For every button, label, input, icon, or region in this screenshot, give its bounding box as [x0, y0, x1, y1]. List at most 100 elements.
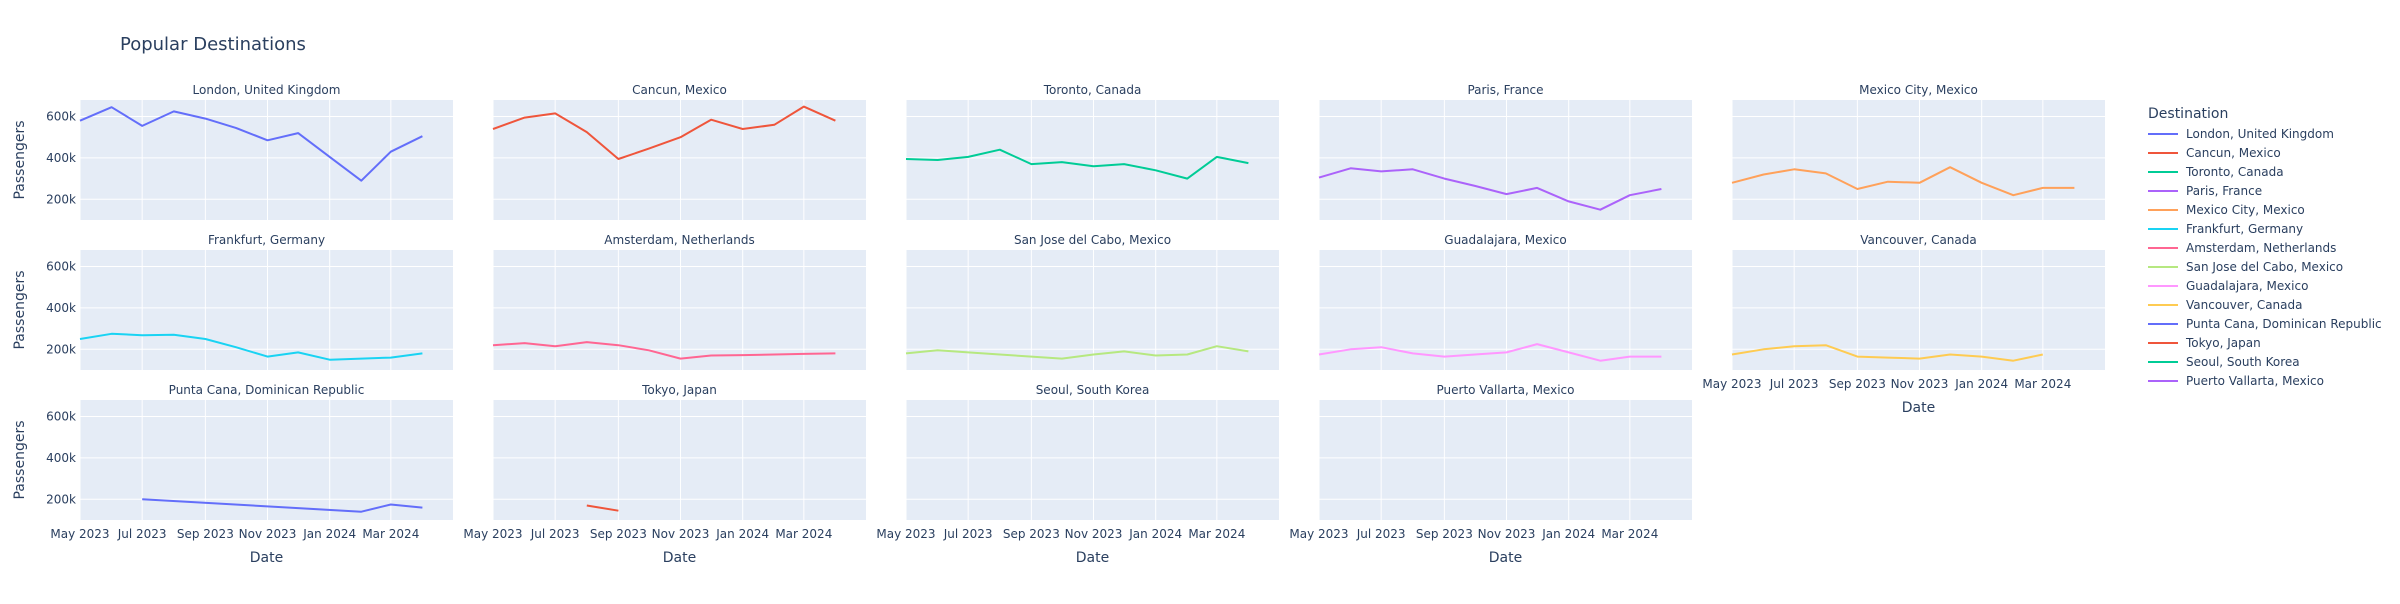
x-tick-label: Jan 2024: [1954, 377, 2008, 391]
legend-item-san-jose-del-cabo-mexico[interactable]: San Jose del Cabo, Mexico: [2148, 260, 2343, 274]
x-axis-title: Date: [1076, 550, 1109, 566]
x-tick-label: Nov 2023: [1478, 527, 1536, 541]
series-line-mexico-city-mexico: [1731, 166, 2075, 197]
y-tick-label: 400k: [46, 151, 76, 165]
plot-area: [493, 100, 866, 220]
plot-area: [1732, 100, 2105, 220]
panel-title: Mexico City, Mexico: [1859, 83, 1978, 97]
y-tick-label: 200k: [46, 492, 76, 506]
panel-puerto-vallarta-mexico: Puerto Vallarta, Mexico May 2023 Jul 2023 S…: [1289, 383, 1692, 566]
y-tick-label: 400k: [46, 301, 76, 315]
legend-item-tokyo-japan[interactable]: Tokyo, Japan: [2148, 336, 2261, 350]
series-line-cancun-mexico: [492, 105, 836, 160]
legend-item-punta-cana-dominican-republic[interactable]: Punta Cana, Dominican Republic: [2148, 317, 2382, 331]
legend-item-seoul-south-korea[interactable]: Seoul, South Korea: [2148, 355, 2300, 369]
x-tick-label: Sep 2023: [1829, 377, 1886, 391]
x-tick-label: Nov 2023: [1065, 527, 1123, 541]
legend-label: Punta Cana, Dominican Republic: [2186, 317, 2382, 331]
x-tick-label: Jul 2023: [1356, 527, 1406, 541]
plot-area: [80, 100, 453, 220]
x-tick-label: Mar 2024: [775, 527, 832, 541]
legend-item-toronto-canada[interactable]: Toronto, Canada: [2148, 165, 2284, 179]
y-tick-label: 600k: [46, 260, 76, 274]
panel-title: San Jose del Cabo, Mexico: [1014, 233, 1171, 247]
plot-area: [906, 400, 1279, 520]
legend-label: Seoul, South Korea: [2186, 355, 2300, 369]
x-tick-label: Sep 2023: [177, 527, 234, 541]
x-tick-label: Jul 2023: [943, 527, 993, 541]
legend-label: Toronto, Canada: [2185, 165, 2284, 179]
legend-title: Destination: [2148, 106, 2228, 122]
y-axis-title: Passengers: [12, 120, 28, 199]
plot-area: [493, 400, 866, 520]
plot-area: [80, 250, 453, 370]
y-tick-label: 400k: [46, 451, 76, 465]
legend-item-puerto-vallarta-mexico[interactable]: Puerto Vallarta, Mexico: [2148, 374, 2324, 388]
panel-amsterdam-netherlands: Amsterdam, Netherlands: [492, 233, 866, 370]
plot-area: [1319, 100, 1692, 220]
series-line-guadalajara-mexico: [1318, 343, 1662, 362]
x-axis-title: Date: [250, 550, 283, 566]
x-tick-label: May 2023: [50, 527, 109, 541]
legend-label: Tokyo, Japan: [2185, 336, 2261, 350]
legend: Destination London, United Kingdom Cancun…: [2148, 106, 2382, 388]
panel-title: Punta Cana, Dominican Republic: [169, 383, 365, 397]
legend-label: Guadalajara, Mexico: [2186, 279, 2308, 293]
x-tick-label: May 2023: [876, 527, 935, 541]
legend-item-vancouver-canada[interactable]: Vancouver, Canada: [2148, 298, 2303, 312]
panel-san-jose-del-cabo-mexico: San Jose del Cabo, Mexico: [905, 233, 1279, 370]
legend-item-guadalajara-mexico[interactable]: Guadalajara, Mexico: [2148, 279, 2308, 293]
legend-item-cancun-mexico[interactable]: Cancun, Mexico: [2148, 146, 2281, 160]
series-line-amsterdam-netherlands: [492, 341, 836, 360]
panel-frankfurt-germany: Frankfurt, Germany 200k 400k 600k Passengers: [12, 233, 453, 370]
legend-item-amsterdam-netherlands[interactable]: Amsterdam, Netherlands: [2148, 241, 2336, 255]
panel-punta-cana-dominican-republic: Punta Cana, Dominican Republic 200k 400k 60…: [12, 383, 453, 566]
plot-area: [906, 100, 1279, 220]
y-tick-label: 200k: [46, 342, 76, 356]
legend-item-mexico-city-mexico[interactable]: Mexico City, Mexico: [2148, 203, 2305, 217]
legend-item-london-united-kingdom[interactable]: London, United Kingdom: [2148, 127, 2334, 141]
legend-label: Cancun, Mexico: [2186, 146, 2281, 160]
x-tick-label: Sep 2023: [1416, 527, 1473, 541]
series-line-frankfurt-germany: [79, 332, 423, 361]
x-tick-label: Sep 2023: [1003, 527, 1060, 541]
legend-label: London, United Kingdom: [2186, 127, 2334, 141]
series-line-london-united-kingdom: [79, 106, 423, 182]
legend-label: Amsterdam, Netherlands: [2186, 241, 2336, 255]
panel-title: London, United Kingdom: [193, 83, 341, 97]
x-tick-label: Jan 2024: [1128, 527, 1182, 541]
legend-label: San Jose del Cabo, Mexico: [2186, 260, 2343, 274]
panel-title: Tokyo, Japan: [641, 383, 717, 397]
legend-item-frankfurt-germany[interactable]: Frankfurt, Germany: [2148, 222, 2303, 236]
plot-area: [493, 250, 866, 370]
x-tick-label: May 2023: [463, 527, 522, 541]
series-line-tokyo-japan: [586, 504, 619, 512]
legend-label: Vancouver, Canada: [2186, 298, 2303, 312]
x-tick-label: Sep 2023: [590, 527, 647, 541]
x-axis-title: Date: [1489, 550, 1522, 566]
y-axis-title: Passengers: [12, 420, 28, 499]
plot-area: [1732, 250, 2105, 370]
y-tick-label: 200k: [46, 192, 76, 206]
panel-mexico-city-mexico: Mexico City, Mexico: [1731, 83, 2105, 220]
panel-vancouver-canada: Vancouver, Canada May 2023 Jul 2023 Sep 202…: [1702, 233, 2105, 416]
x-tick-label: Mar 2024: [1601, 527, 1658, 541]
legend-label: Mexico City, Mexico: [2186, 203, 2305, 217]
series-line-vancouver-canada: [1731, 344, 2044, 362]
x-axis-title: Date: [663, 550, 696, 566]
x-tick-label: May 2023: [1702, 377, 1761, 391]
series-line-san-jose-del-cabo-mexico: [905, 345, 1249, 360]
panel-london-united-kingdom: London, United Kingdom 200k 400k 600k Passen…: [12, 83, 453, 220]
series-line-punta-cana-dominican-republic: [142, 498, 423, 513]
y-tick-label: 600k: [46, 410, 76, 424]
panel-title: Cancun, Mexico: [632, 83, 727, 97]
panels-layer: London, United Kingdom 200k 400k 600k Passen…: [12, 83, 2105, 566]
panel-title: Toronto, Canada: [1043, 83, 1142, 97]
series-line-toronto-canada: [905, 148, 1249, 180]
x-tick-label: Jul 2023: [530, 527, 580, 541]
x-tick-label: Mar 2024: [1188, 527, 1245, 541]
legend-label: Frankfurt, Germany: [2186, 222, 2303, 236]
legend-item-paris-france[interactable]: Paris, France: [2148, 184, 2262, 198]
x-tick-label: Jul 2023: [1769, 377, 1819, 391]
